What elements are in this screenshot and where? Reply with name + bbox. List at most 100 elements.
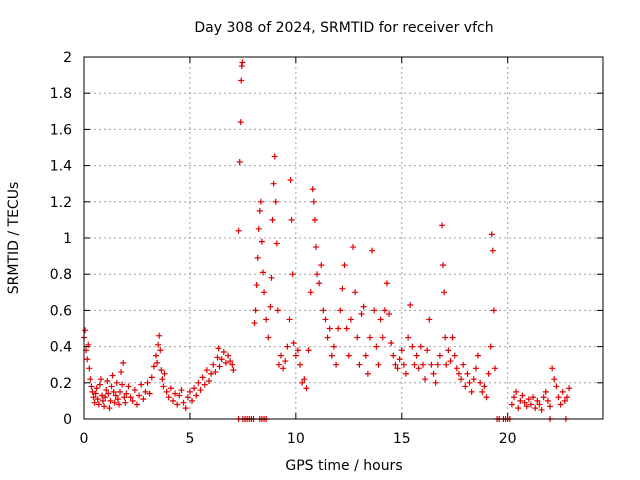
data-point bbox=[434, 361, 441, 368]
data-point bbox=[199, 374, 206, 381]
data-point bbox=[390, 352, 397, 359]
data-point bbox=[415, 365, 422, 372]
y-tick-label: 1 bbox=[63, 231, 72, 247]
data-point bbox=[251, 320, 258, 327]
data-point bbox=[440, 262, 447, 269]
data-point bbox=[549, 365, 556, 372]
data-point bbox=[343, 325, 350, 332]
grid bbox=[84, 57, 603, 419]
data-point bbox=[310, 198, 317, 205]
data-point bbox=[417, 343, 424, 350]
data-point bbox=[352, 289, 359, 296]
data-point bbox=[191, 385, 198, 392]
data-point bbox=[258, 238, 265, 245]
data-point bbox=[475, 352, 482, 359]
data-point bbox=[235, 227, 242, 234]
data-point bbox=[254, 254, 261, 261]
data-point bbox=[155, 341, 162, 348]
data-point bbox=[542, 388, 549, 395]
data-point bbox=[138, 381, 145, 388]
data-point bbox=[227, 358, 234, 365]
data-point bbox=[479, 388, 486, 395]
data-point bbox=[208, 370, 215, 377]
data-point bbox=[523, 403, 530, 410]
data-point bbox=[432, 379, 439, 386]
data-point bbox=[563, 394, 570, 401]
data-point bbox=[402, 370, 409, 377]
data-point bbox=[383, 280, 390, 287]
data-point bbox=[92, 390, 99, 397]
data-point bbox=[274, 307, 281, 314]
data-point bbox=[436, 352, 443, 359]
y-tick-label: 0.6 bbox=[50, 303, 72, 319]
data-point bbox=[547, 403, 554, 410]
data-point bbox=[309, 186, 316, 193]
data-point bbox=[182, 405, 189, 412]
data-point bbox=[396, 356, 403, 363]
data-point bbox=[551, 376, 558, 383]
data-point bbox=[238, 77, 245, 84]
data-point bbox=[169, 397, 176, 404]
data-point bbox=[530, 394, 537, 401]
data-point bbox=[239, 59, 246, 66]
data-point bbox=[257, 198, 264, 205]
data-point bbox=[289, 271, 296, 278]
data-point bbox=[105, 390, 112, 397]
data-point bbox=[178, 387, 185, 394]
data-point bbox=[398, 347, 405, 354]
data-point bbox=[301, 376, 308, 383]
data-point bbox=[333, 361, 340, 368]
x-tick-label: 20 bbox=[499, 431, 517, 447]
data-point bbox=[316, 280, 323, 287]
data-point bbox=[441, 289, 448, 296]
data-point bbox=[100, 397, 107, 404]
data-point bbox=[307, 289, 314, 296]
data-point bbox=[311, 216, 318, 223]
y-tick-label: 1.8 bbox=[50, 86, 72, 102]
data-point bbox=[216, 363, 223, 370]
plot-frame bbox=[83, 56, 604, 420]
data-point bbox=[527, 401, 534, 408]
data-point bbox=[294, 347, 301, 354]
y-tick-label: 1.6 bbox=[50, 122, 72, 138]
data-point bbox=[165, 394, 172, 401]
data-point bbox=[146, 390, 153, 397]
data-point bbox=[218, 356, 225, 363]
data-point bbox=[559, 388, 566, 395]
data-point bbox=[519, 392, 526, 399]
data-point bbox=[511, 394, 518, 401]
data-point bbox=[561, 397, 568, 404]
data-point bbox=[280, 365, 287, 372]
data-point bbox=[282, 358, 289, 365]
data-point bbox=[172, 390, 179, 397]
data-point bbox=[111, 399, 118, 406]
data-point bbox=[205, 377, 212, 384]
data-point bbox=[312, 244, 319, 251]
data-point bbox=[290, 339, 297, 346]
data-point bbox=[148, 374, 155, 381]
x-tick-label: 10 bbox=[287, 431, 305, 447]
data-point bbox=[222, 359, 229, 366]
data-point bbox=[114, 396, 121, 403]
data-point bbox=[521, 399, 528, 406]
data-point bbox=[364, 370, 371, 377]
data-point bbox=[544, 397, 551, 404]
data-point bbox=[373, 343, 380, 350]
data-point bbox=[113, 379, 120, 386]
data-point bbox=[156, 332, 163, 339]
data-point bbox=[263, 316, 270, 323]
data-point bbox=[362, 352, 369, 359]
data-point bbox=[229, 361, 236, 368]
data-point bbox=[488, 231, 495, 238]
data-point bbox=[123, 390, 130, 397]
data-point bbox=[386, 311, 393, 318]
y-tick-label: 0.4 bbox=[50, 340, 72, 356]
data-point bbox=[119, 381, 126, 388]
data-point bbox=[430, 370, 437, 377]
data-point bbox=[260, 269, 267, 276]
data-point bbox=[320, 307, 327, 314]
data-point bbox=[121, 394, 128, 401]
chart-title: Day 308 of 2024, SRMTID for receiver vfc… bbox=[194, 20, 493, 36]
data-point bbox=[159, 376, 166, 383]
data-point bbox=[275, 361, 282, 368]
